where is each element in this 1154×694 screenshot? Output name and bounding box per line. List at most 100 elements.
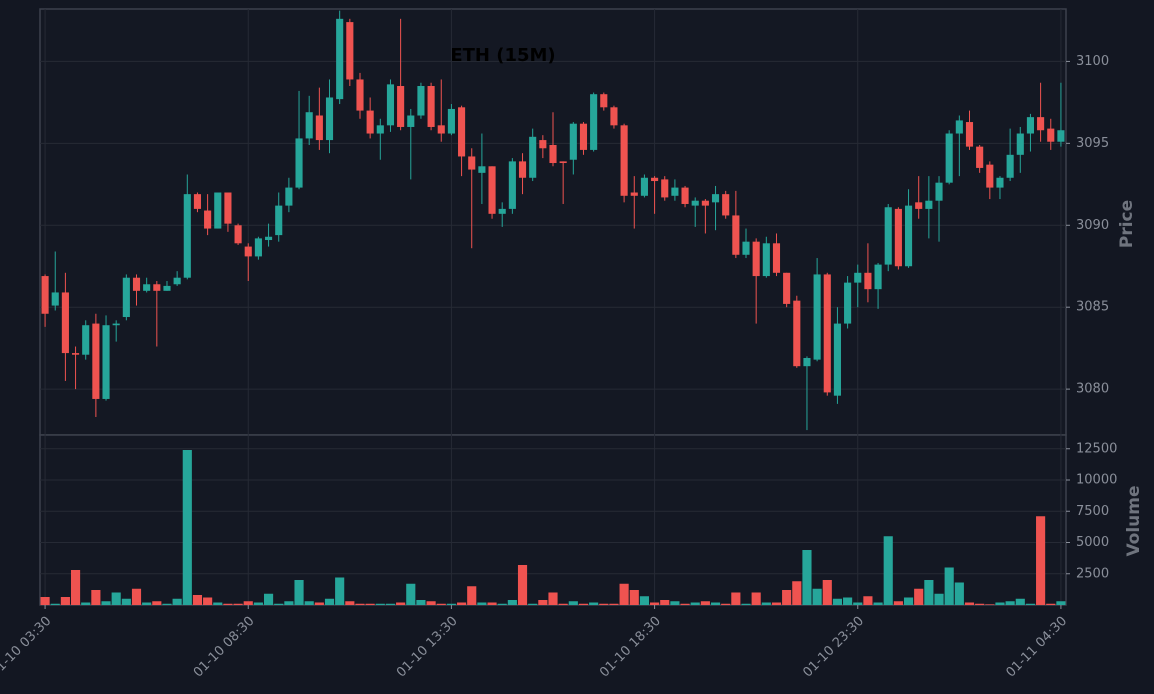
- volume-bar: [1056, 601, 1066, 605]
- candle-body: [640, 177, 648, 196]
- candle-body: [315, 115, 323, 141]
- candle-body: [71, 353, 80, 355]
- candle-body: [569, 123, 577, 160]
- candle-body: [874, 264, 882, 290]
- candle-body: [864, 272, 872, 290]
- candle-body: [1026, 117, 1035, 134]
- candle-body: [884, 207, 892, 265]
- volume-bar: [152, 601, 162, 605]
- candle-body: [498, 208, 506, 214]
- volume-bar: [548, 592, 558, 605]
- volume-bar: [924, 580, 934, 605]
- candle-body: [1037, 117, 1045, 131]
- candle-body: [823, 274, 831, 393]
- candle-body: [417, 86, 425, 116]
- x-tick-label: 01-10 18:30: [597, 614, 664, 681]
- volume-bar: [365, 603, 375, 605]
- candle-body: [518, 161, 527, 178]
- x-tick-label: 01-10 08:30: [191, 614, 258, 681]
- volume-bar: [192, 595, 203, 605]
- volume-bar: [1046, 603, 1056, 605]
- volume-bar: [1005, 601, 1015, 605]
- volume-bar: [314, 602, 324, 605]
- volume-bar: [568, 601, 578, 605]
- volume-bar: [619, 583, 629, 605]
- volume-bar: [853, 602, 863, 605]
- candle-body: [204, 210, 212, 229]
- volume-bar: [1025, 603, 1036, 605]
- volume-bar: [578, 603, 589, 605]
- candle-body: [894, 208, 902, 267]
- chart-title: ETH (15M): [450, 45, 555, 66]
- volume-bar: [741, 603, 751, 605]
- candle-body: [447, 108, 455, 134]
- candle-body: [51, 292, 59, 306]
- volume-bar: [375, 603, 385, 605]
- candle-body: [986, 164, 994, 188]
- volume-bar: [416, 600, 426, 605]
- volume-bar: [294, 580, 304, 605]
- volume-tick-label: 12500: [1076, 441, 1117, 456]
- candle-body: [600, 94, 608, 108]
- volume-bar: [629, 590, 639, 605]
- y-tick-label: 3095: [1076, 136, 1109, 151]
- candle-body: [285, 187, 293, 206]
- candle-body: [711, 194, 720, 203]
- candle-body: [559, 161, 567, 164]
- volume-bar: [964, 602, 975, 605]
- volume-bar: [517, 565, 528, 605]
- volume-bar: [507, 600, 517, 605]
- candle-body: [265, 236, 273, 241]
- volume-bar: [182, 450, 192, 605]
- volume-bar: [355, 603, 365, 605]
- volume-bar: [121, 598, 131, 605]
- candle-body: [41, 276, 49, 314]
- candle-body: [254, 238, 262, 257]
- candle-body: [1057, 130, 1065, 142]
- candle-body: [437, 125, 445, 134]
- volume-bar: [985, 604, 995, 605]
- candle-body: [173, 277, 181, 285]
- volume-bar: [101, 601, 111, 605]
- volume-bar: [843, 597, 853, 605]
- volume-bar: [111, 592, 121, 605]
- candle-body: [346, 22, 354, 80]
- candle-body: [529, 136, 537, 178]
- volume-bar: [721, 603, 731, 605]
- volume-bar: [142, 602, 152, 605]
- volume-bar: [883, 536, 893, 605]
- volume-bar: [761, 602, 771, 605]
- volume-bar: [639, 596, 649, 605]
- volume-bar: [1036, 516, 1046, 605]
- volume-bar: [914, 588, 924, 605]
- volume-bar: [457, 602, 467, 605]
- candle-body: [305, 112, 313, 139]
- volume-bar: [863, 596, 873, 605]
- candle-body: [325, 97, 334, 141]
- candle-body: [630, 192, 638, 196]
- volume-bar: [538, 600, 548, 605]
- volume-bar: [812, 588, 822, 605]
- volume-bar: [487, 602, 497, 605]
- volume-bar: [385, 603, 396, 605]
- candle-body: [661, 179, 669, 198]
- candle-body: [82, 325, 90, 355]
- x-tick-label: 01-10 13:30: [394, 614, 461, 681]
- candle-body: [336, 18, 344, 100]
- candle-body: [965, 122, 974, 147]
- volume-bar: [802, 550, 812, 605]
- candle-body: [772, 243, 781, 273]
- volume-bar: [944, 567, 954, 605]
- candle-body: [691, 200, 699, 206]
- candle-body: [793, 300, 801, 367]
- candle-body: [813, 274, 821, 360]
- candle-body: [183, 194, 191, 278]
- volume-axis-label: Volume: [1124, 485, 1144, 556]
- volume-bar: [81, 602, 91, 605]
- volume-bar: [995, 602, 1005, 605]
- candle-body: [61, 292, 69, 354]
- candle-body: [762, 243, 770, 277]
- volume-bar: [345, 601, 355, 605]
- price-axis-label: Price: [1117, 200, 1137, 248]
- candle-body: [224, 192, 232, 224]
